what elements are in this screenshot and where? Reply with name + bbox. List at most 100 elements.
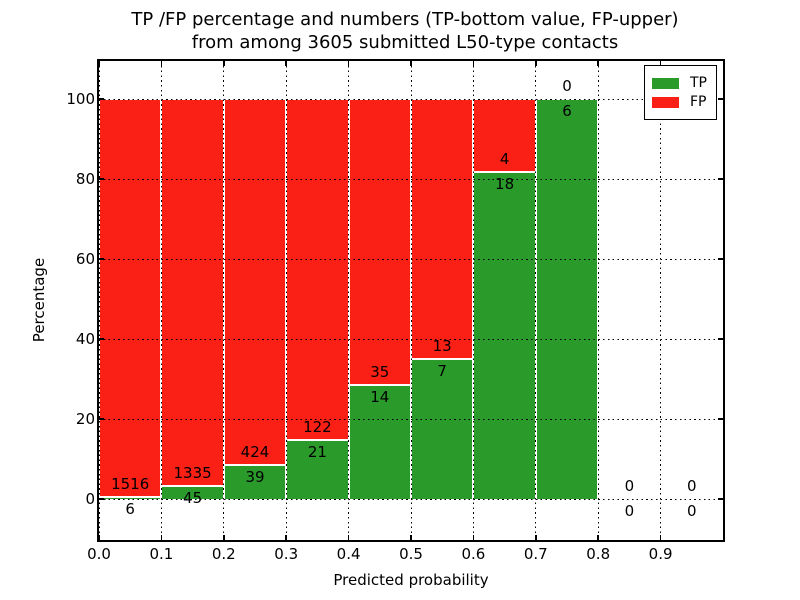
bar-fp-segment — [287, 99, 348, 441]
y-tick-mark — [718, 498, 723, 500]
y-tick-label: 60 — [75, 250, 95, 268]
bar-fp-count-label: 0 — [562, 77, 572, 95]
bar-tp-segment — [412, 359, 473, 499]
x-tick-mark — [223, 535, 225, 540]
bar-tp-count-label: 6 — [562, 102, 572, 120]
x-tick-label: 0.4 — [336, 545, 361, 563]
bar-tp-segment — [162, 485, 223, 499]
x-tick-mark — [472, 61, 475, 66]
bar-fp-segment — [474, 99, 535, 172]
y-tick-label: 0 — [85, 490, 95, 508]
chart-title-line1: TP /FP percentage and numbers (TP-bottom… — [131, 9, 679, 30]
bar-tp-segment — [349, 384, 410, 499]
y-tick-mark — [718, 418, 723, 420]
x-tick-label: 0.6 — [461, 545, 486, 563]
y-tick-mark — [718, 338, 723, 340]
x-tick-label: 0.8 — [586, 545, 611, 563]
x-tick-mark — [472, 535, 475, 540]
x-axis-label: Predicted probability — [333, 571, 489, 589]
bar-fp-segment — [100, 99, 161, 498]
bar-fp-count-label: 424 — [240, 443, 270, 462]
x-tick-mark — [659, 61, 662, 66]
bar-fp-segment — [412, 99, 473, 359]
y-tick-mark — [718, 98, 723, 100]
x-tick-mark — [535, 535, 537, 540]
chart-title-line2: from among 3605 submitted L50-type conta… — [191, 32, 619, 53]
bar-tp-segment — [287, 440, 348, 499]
grid-line-vertical — [223, 61, 225, 540]
bar-tp-count-label: 45 — [183, 488, 203, 507]
x-tick-mark — [410, 61, 412, 66]
grid-line-vertical — [410, 61, 412, 540]
x-tick-mark — [223, 61, 225, 66]
bar-fp-segment — [224, 99, 286, 466]
bar-fp-count-label: 0 — [624, 477, 635, 495]
legend-entry: FP — [652, 94, 707, 110]
y-tick-label: 40 — [75, 330, 95, 348]
x-tick-mark — [597, 61, 599, 66]
grid-line-vertical — [535, 61, 537, 540]
x-tick-mark — [659, 535, 662, 540]
x-tick-mark — [98, 61, 100, 66]
x-tick-mark — [410, 535, 412, 540]
y-tick-mark — [99, 498, 104, 500]
x-tick-mark — [285, 535, 287, 540]
legend: TP FP — [644, 65, 717, 120]
x-tick-mark — [98, 535, 100, 540]
bar-tp-count-label: 0 — [687, 502, 697, 520]
y-tick-mark — [718, 258, 723, 260]
plot-area: 1516 6 1335 45 424 39 122 21 35 14 13 7 4 18 0 6 0 0 0 0 TP F… — [97, 59, 725, 542]
x-tick-mark — [347, 535, 350, 540]
bar-tp-count-label: 7 — [437, 362, 447, 380]
bar-tp-count-label: 39 — [245, 468, 265, 487]
grid-line-vertical — [597, 61, 599, 540]
fp-legend-swatch — [652, 96, 679, 108]
x-tick-mark — [535, 61, 537, 66]
bar-tp-segment — [536, 99, 598, 499]
x-tick-label: 0.2 — [211, 545, 236, 563]
grid-line-vertical — [285, 61, 287, 540]
y-tick-mark — [99, 338, 104, 340]
bar-fp-count-label: 35 — [370, 362, 390, 381]
legend-label: TP — [690, 75, 707, 91]
bar-tp-count-label: 14 — [370, 387, 390, 406]
bar-fp-segment — [162, 99, 223, 486]
x-tick-label: 0.9 — [648, 545, 673, 563]
y-tick-label: 100 — [66, 90, 95, 108]
bar-tp-count-label: 6 — [125, 500, 135, 519]
bar-fp-count-label: 0 — [687, 477, 697, 495]
chart-title: TP /FP percentage and numbers (TP-bottom… — [93, 8, 717, 54]
x-tick-label: 0.7 — [523, 545, 548, 563]
x-tick-mark — [160, 61, 163, 66]
bar-tp-count-label: 0 — [624, 502, 635, 520]
grid-line-vertical — [472, 61, 474, 540]
grid-line-vertical — [98, 61, 100, 540]
bar-tp-segment — [100, 497, 161, 499]
x-tick-mark — [597, 535, 599, 540]
bar-fp-count-label: 1516 — [111, 475, 150, 494]
legend-entry: TP — [652, 75, 707, 91]
bar-fp-count-label: 4 — [499, 149, 510, 168]
bar-tp-count-label: 18 — [495, 174, 515, 193]
grid-line-vertical — [348, 61, 350, 540]
tp-legend-swatch — [652, 77, 679, 89]
x-tick-mark — [285, 61, 287, 66]
bar-tp-segment — [224, 465, 286, 499]
legend-label: FP — [690, 94, 707, 110]
y-tick-mark — [99, 178, 104, 180]
x-tick-label: 0.1 — [149, 545, 174, 563]
y-tick-mark — [718, 178, 723, 180]
x-tick-label: 0.0 — [87, 545, 111, 563]
x-tick-label: 0.5 — [399, 545, 423, 563]
bar-fp-segment — [349, 99, 410, 385]
bar-tp-count-label: 21 — [307, 443, 327, 462]
bar-fp-count-label: 122 — [303, 418, 332, 437]
x-tick-label: 0.3 — [274, 545, 299, 563]
grid-line-vertical — [160, 61, 162, 540]
bar-tp-segment — [474, 171, 535, 499]
grid-line-vertical — [660, 61, 662, 540]
y-tick-label: 20 — [75, 410, 95, 428]
bar-fp-count-label: 1335 — [173, 463, 212, 482]
y-tick-mark — [99, 418, 104, 420]
